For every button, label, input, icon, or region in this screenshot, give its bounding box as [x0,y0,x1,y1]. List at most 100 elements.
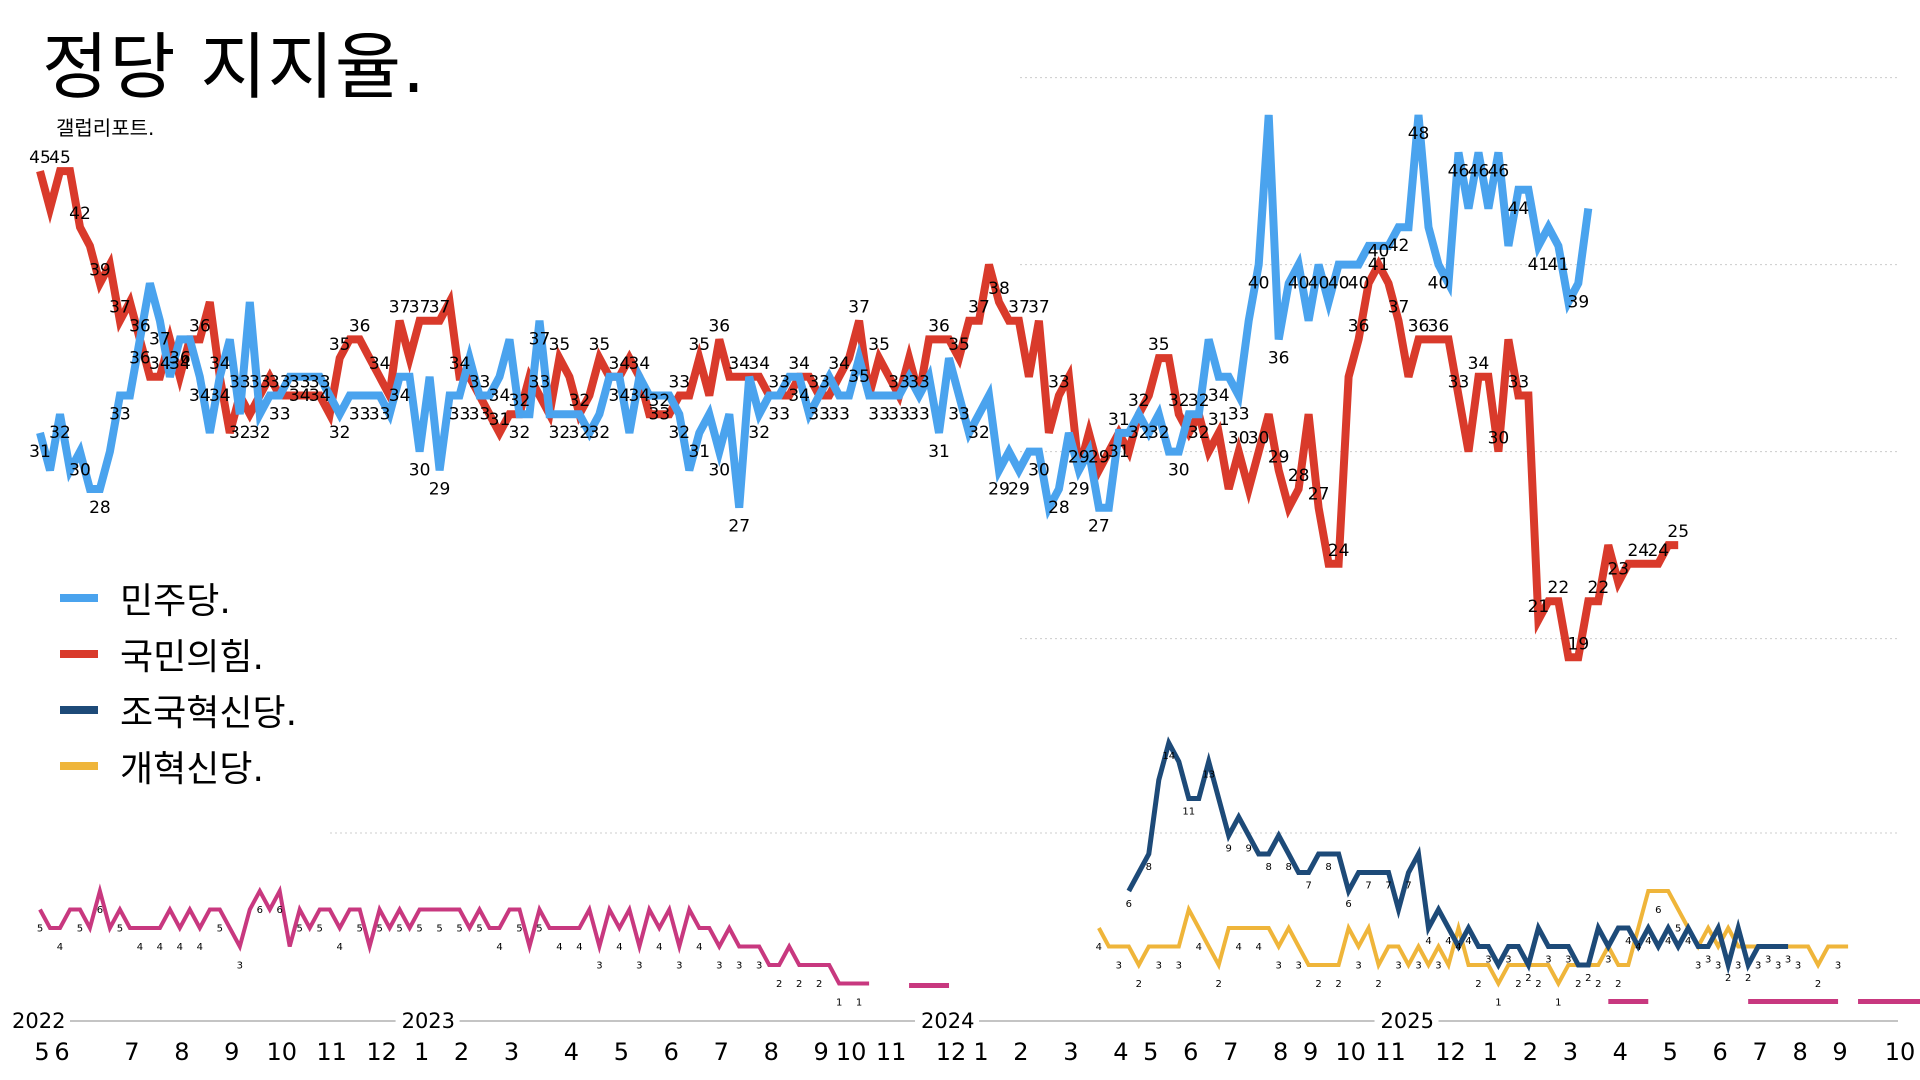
data-label: 35 [688,335,710,355]
legend-swatch [60,762,98,770]
data-label: 34 [609,386,631,406]
data-label: 35 [549,335,571,355]
data-label: 33 [229,373,251,393]
data-label: 2 [1525,973,1531,984]
data-label: 40 [1308,274,1330,294]
data-label: 3 [1275,961,1281,972]
data-label: 3 [1505,955,1511,966]
data-label: 7 [1405,881,1411,892]
data-label: 32 [229,423,251,443]
data-label: 6 [1126,899,1132,910]
month-tick-label: 11 [876,1038,907,1066]
data-label: 35 [1148,335,1170,355]
data-label: 25 [1667,522,1689,542]
data-label: 3 [1775,961,1781,972]
month-tick-label: 7 [1753,1038,1768,1066]
data-label: 33 [469,373,491,393]
data-label: 29 [1268,447,1290,467]
data-label: 45 [29,148,51,168]
data-label: 31 [29,442,51,462]
data-label: 8 [1146,862,1152,873]
data-label: 28 [1048,498,1070,518]
data-label: 2 [1515,979,1521,990]
data-label: 34 [449,354,471,374]
data-label: 34 [389,386,411,406]
data-label: 4 [1645,936,1651,947]
data-label: 34 [1208,386,1230,406]
year-tick-label: 2022 [12,1009,65,1033]
data-label: 27 [728,517,750,537]
data-label: 40 [1328,274,1350,294]
month-tick-label: 4 [564,1038,579,1066]
data-label: 2 [1585,973,1591,984]
data-label: 39 [89,260,111,280]
data-label: 7 [1305,881,1311,892]
data-label: 5 [297,924,303,935]
data-label: 40 [1248,274,1270,294]
data-label: 33 [289,373,311,393]
data-label: 22 [1588,578,1610,598]
data-label: 3 [1116,961,1122,972]
data-label: 2 [1136,979,1142,990]
data-label: 30 [1248,429,1270,449]
data-label: 35 [329,335,351,355]
data-label: 33 [469,405,491,425]
data-label: 34 [629,386,651,406]
legend-item-ppp: 국민의힘. [60,626,297,682]
data-label: 40 [1288,274,1310,294]
data-label: 4 [1236,942,1242,953]
data-label: 37 [1028,298,1050,318]
data-label: 2 [1335,979,1341,990]
data-label: 3 [1715,961,1721,972]
data-label: 6 [257,905,263,916]
year-tick-label: 2025 [1381,1009,1434,1033]
data-label: 42 [69,204,91,224]
data-label: 46 [1468,161,1490,181]
data-label: 5 [396,924,402,935]
series-line-minju [36,114,1593,520]
data-label: 3 [636,961,642,972]
data-label: 3 [1765,955,1771,966]
month-tick-label: 6 [1713,1038,1728,1066]
data-label: 23 [1607,560,1629,580]
data-label: 33 [908,373,930,393]
data-label: 2 [1375,979,1381,990]
month-tick-label: 2 [1013,1038,1028,1066]
data-label: 5 [536,924,542,935]
data-label: 3 [1295,961,1301,972]
data-label: 33 [649,405,671,425]
data-label: 34 [289,386,311,406]
data-label: 33 [269,373,291,393]
data-label: 31 [1108,410,1130,430]
data-label: 5 [1675,924,1681,935]
data-label: 3 [676,961,682,972]
data-label: 7 [1385,881,1391,892]
data-label: 29 [1068,479,1090,499]
data-label: 32 [249,423,271,443]
data-label: 5 [117,924,123,935]
data-label: 5 [77,924,83,935]
data-label: 3 [716,961,722,972]
data-label: 37 [429,298,451,318]
data-label: 32 [569,423,591,443]
data-label: 36 [1268,348,1290,368]
data-label: 4 [336,942,342,953]
data-label: 34 [309,386,331,406]
data-label: 29 [429,479,451,499]
data-label: 37 [1388,298,1410,318]
data-label: 30 [1168,461,1190,481]
month-tick-label: 9 [1832,1038,1847,1066]
month-tick-label: 3 [1063,1038,1078,1066]
data-label: 32 [668,423,690,443]
data-label: 6 [1655,905,1661,916]
data-label: 3 [596,961,602,972]
series-line-ppp [36,167,1679,662]
data-label: 2 [1615,979,1621,990]
data-label: 21 [1528,597,1550,617]
data-label: 30 [69,461,91,481]
data-label: 37 [529,330,551,350]
data-label: 30 [409,461,431,481]
data-label: 4 [1256,942,1262,953]
month-tick-label: 5 [614,1038,629,1066]
